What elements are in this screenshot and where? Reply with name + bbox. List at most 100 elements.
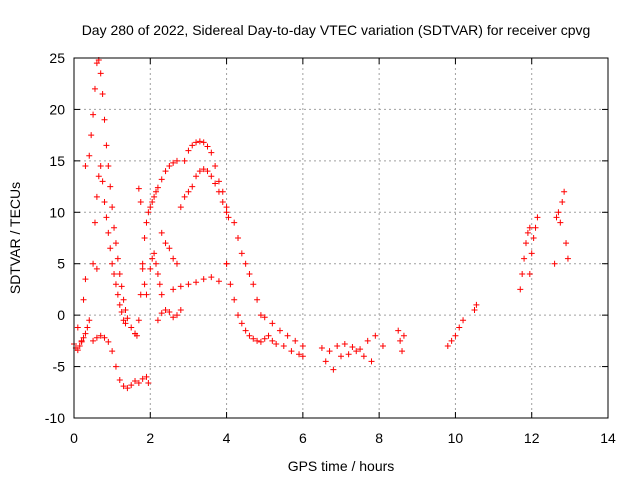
data-point	[145, 209, 152, 216]
data-point	[158, 291, 165, 298]
data-point	[170, 159, 177, 166]
data-point	[299, 353, 306, 360]
data-point	[86, 152, 93, 159]
data-point	[196, 138, 203, 145]
data-point	[112, 240, 119, 247]
grid	[74, 58, 608, 418]
data-point	[154, 184, 161, 191]
data-point	[345, 351, 352, 358]
data-point	[235, 235, 242, 241]
data-point	[189, 142, 196, 149]
data-point	[557, 219, 564, 226]
series-trough	[261, 314, 306, 349]
data-point	[173, 260, 180, 267]
data-point	[242, 327, 249, 334]
data-point	[238, 250, 245, 257]
data-point	[181, 193, 188, 200]
data-point	[185, 281, 192, 288]
data-point	[93, 60, 100, 67]
data-point	[91, 85, 98, 92]
data-point	[103, 214, 110, 221]
data-point	[166, 163, 173, 169]
data-point	[330, 366, 337, 373]
data-point	[269, 337, 276, 344]
series-cluster-12a	[517, 224, 533, 293]
data-point	[162, 307, 169, 313]
data-point	[132, 330, 139, 337]
series-spike-inner	[91, 163, 129, 327]
data-point	[276, 327, 283, 334]
data-point	[379, 343, 386, 349]
data-point	[395, 327, 402, 334]
data-point	[522, 240, 529, 247]
series-early-scatter	[74, 260, 100, 344]
data-point	[400, 332, 407, 339]
data-point	[292, 337, 299, 344]
data-point	[265, 332, 272, 339]
data-point	[242, 260, 249, 267]
data-point	[177, 204, 184, 211]
data-point	[231, 296, 238, 303]
data-point	[532, 224, 539, 231]
x-tick-label: 2	[146, 430, 154, 446]
data-point	[223, 204, 230, 211]
data-point	[399, 348, 406, 355]
data-point	[151, 250, 158, 257]
data-point	[107, 245, 114, 252]
data-point	[93, 265, 100, 272]
data-point	[526, 271, 533, 277]
data-point	[284, 332, 291, 339]
data-point	[357, 346, 364, 353]
data-point	[517, 286, 524, 293]
data-point	[288, 348, 295, 355]
data-point	[204, 168, 211, 175]
data-point	[564, 255, 571, 262]
data-point	[519, 271, 526, 277]
data-point	[559, 199, 566, 205]
data-point	[296, 351, 303, 358]
data-point	[86, 317, 93, 324]
series-low-arc	[90, 332, 152, 392]
y-tick-label: 20	[49, 101, 65, 117]
data-point	[97, 70, 104, 77]
data-point	[261, 335, 268, 342]
data-point	[114, 255, 121, 262]
data-point	[120, 317, 127, 324]
data-point	[139, 265, 146, 272]
data-point	[162, 240, 169, 247]
data-point	[322, 358, 329, 365]
data-point	[250, 335, 257, 342]
series-mid-low	[154, 307, 184, 324]
data-point	[212, 180, 219, 187]
data-point	[80, 334, 87, 341]
data-point	[185, 147, 192, 154]
data-point	[122, 320, 129, 327]
chart-title: Day 280 of 2022, Sidereal Day-to-day VTE…	[82, 22, 591, 38]
data-point	[103, 142, 110, 149]
data-point	[521, 255, 528, 262]
x-tick-label: 0	[70, 430, 78, 446]
plot-frame	[73, 57, 609, 419]
y-tick-label: 10	[49, 204, 65, 220]
data-point	[74, 324, 81, 331]
data-point	[118, 283, 125, 290]
series-lower-band	[170, 260, 230, 293]
data-point	[215, 178, 222, 185]
data-point	[452, 332, 459, 339]
data-point	[149, 199, 156, 205]
y-tick-label: 25	[49, 50, 65, 66]
data-point	[154, 271, 161, 277]
data-point	[141, 235, 148, 241]
data-point	[528, 250, 535, 257]
series-arc-inner	[177, 166, 230, 216]
data-point	[170, 314, 177, 321]
data-point	[563, 240, 570, 247]
series-late-rise	[471, 301, 480, 313]
data-point	[139, 260, 146, 267]
data-point	[280, 343, 287, 349]
data-point	[397, 337, 404, 344]
data-point	[473, 301, 480, 308]
data-point	[254, 296, 261, 303]
data-point	[135, 380, 142, 387]
data-point	[97, 163, 104, 169]
